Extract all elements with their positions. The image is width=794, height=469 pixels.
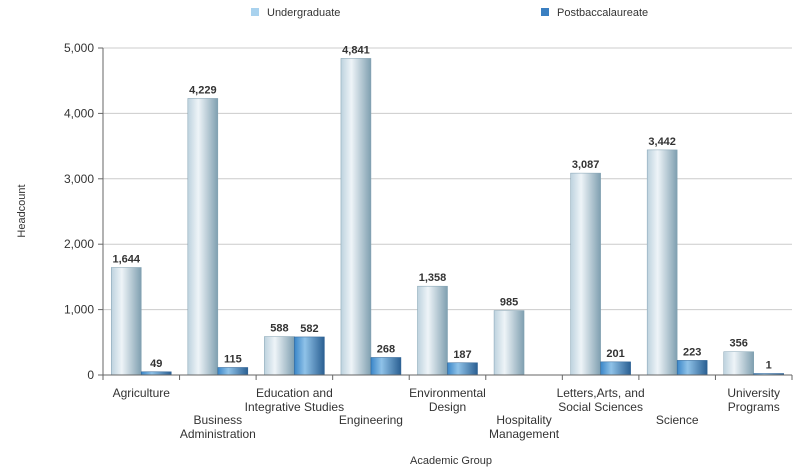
y-tick-label: 5,000 [64, 41, 94, 55]
bar-undergraduate [570, 172, 601, 376]
value-label-postbaccalaureate: 201 [606, 348, 624, 360]
bar-postbaccalaureate [294, 336, 325, 376]
legend: Undergraduate Postbaccalaureate [251, 7, 648, 19]
value-label-undergraduate: 1,358 [419, 272, 447, 284]
value-label-undergraduate: 4,841 [342, 44, 370, 56]
value-label-undergraduate: 3,087 [572, 159, 600, 171]
x-tick-label: Education and Integrative Studies [245, 386, 344, 414]
value-label-undergraduate: 588 [270, 323, 288, 335]
bar-undergraduate [340, 58, 372, 376]
value-label-postbaccalaureate: 1 [766, 360, 772, 372]
value-label-postbaccalaureate: 268 [377, 343, 395, 355]
x-tick-label: Science [656, 413, 699, 427]
value-label-undergraduate: 1,644 [113, 253, 141, 265]
y-tick-label: 0 [87, 368, 94, 382]
y-tick-label: 1,000 [64, 303, 94, 317]
value-label-undergraduate: 985 [500, 297, 518, 309]
bar-undergraduate [646, 149, 678, 376]
x-tick-label: Business Administration [180, 413, 256, 441]
legend-label-postbaccalaureate: Postbaccalaureate [557, 7, 648, 19]
value-label-postbaccalaureate: 582 [300, 323, 318, 335]
y-axis: 0 1,000 2,000 3,000 4,000 5,000 [64, 41, 104, 382]
legend-swatch-postbaccalaureate [541, 8, 549, 16]
bar-undergraduate [493, 310, 525, 376]
value-label-undergraduate: 356 [730, 338, 748, 350]
bar-postbaccalaureate [370, 357, 402, 376]
value-label-postbaccalaureate: 49 [150, 358, 162, 370]
legend-label-undergraduate: Undergraduate [267, 7, 340, 19]
value-label-postbaccalaureate: 187 [453, 349, 471, 361]
bar-postbaccalaureate [447, 362, 478, 376]
legend-swatch-undergraduate [251, 8, 259, 16]
bar-undergraduate [264, 336, 295, 376]
y-axis-title: Headcount [16, 184, 28, 237]
value-label-postbaccalaureate: 115 [224, 353, 242, 365]
bar-undergraduate [111, 267, 142, 376]
y-tick-label: 2,000 [64, 237, 94, 251]
value-label-postbaccalaureate: 223 [683, 346, 701, 358]
bar-postbaccalaureate [217, 367, 249, 376]
bar-undergraduate [723, 351, 754, 376]
x-tick-label: Environmental Design [409, 386, 486, 414]
y-tick-label: 4,000 [64, 106, 94, 120]
x-axis: Agriculture Business AdministrationEducati… [102, 374, 793, 441]
value-label-undergraduate: 4,229 [189, 84, 217, 96]
x-tick-label: Agriculture [113, 386, 171, 400]
bar-postbaccalaureate [676, 360, 708, 376]
x-tick-label: Hospitality Management [489, 413, 560, 441]
x-tick-label: Letters,Arts, and Social Sciences [557, 386, 645, 414]
bar-undergraduate [187, 98, 219, 376]
y-tick-label: 3,000 [64, 172, 94, 186]
bar-postbaccalaureate [600, 361, 631, 376]
x-axis-title: Academic Group [410, 455, 492, 467]
value-label-undergraduate: 3,442 [648, 136, 676, 148]
x-tick-label: Engineering [339, 413, 403, 427]
x-tick-label: University Programs [727, 386, 780, 414]
bar-undergraduate [417, 285, 448, 376]
bars: 1,644 49 4,229 115 588 582 4,841 268 1,358 187 985… [111, 44, 784, 376]
